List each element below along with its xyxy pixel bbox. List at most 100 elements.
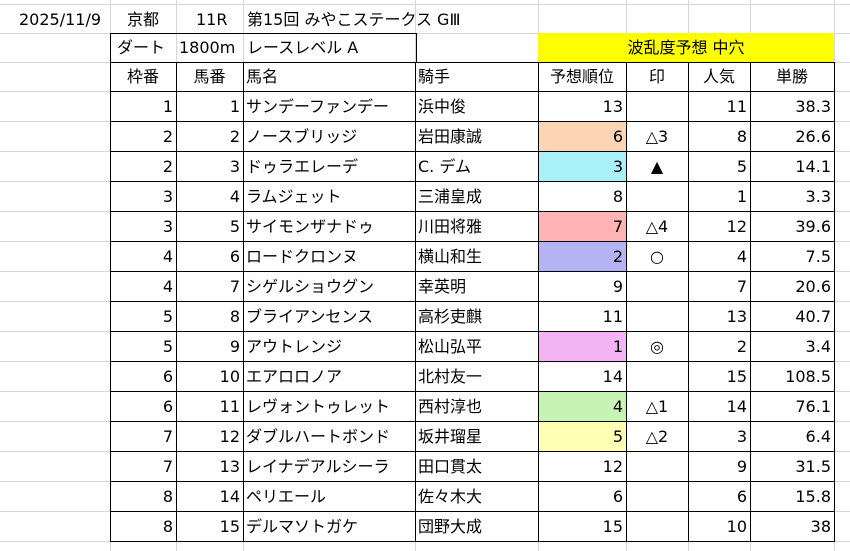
waku-cell[interactable]: 5 bbox=[162, 337, 173, 356]
win-odds-cell[interactable]: 38.3 bbox=[795, 97, 831, 116]
popularity-cell[interactable]: 14 bbox=[726, 397, 747, 416]
jockey-cell[interactable]: 佐々木大 bbox=[418, 487, 483, 506]
waku-cell[interactable]: 3 bbox=[162, 187, 173, 206]
jockey-cell[interactable]: 高杉吏麒 bbox=[418, 307, 483, 326]
predicted-rank-cell[interactable]: 15 bbox=[602, 517, 623, 536]
mark-cell[interactable] bbox=[626, 452, 688, 481]
mark-cell[interactable]: ▲ bbox=[650, 157, 664, 176]
upset-prediction[interactable]: 波乱度予想 中穴 bbox=[538, 33, 834, 62]
predicted-rank-cell[interactable]: 13 bbox=[602, 97, 623, 116]
horse-name-cell[interactable]: ブライアンセンス bbox=[246, 307, 374, 326]
jockey-cell[interactable]: 横山和生 bbox=[418, 247, 483, 266]
popularity-cell[interactable]: 1 bbox=[736, 187, 747, 206]
popularity-cell[interactable]: 3 bbox=[736, 427, 747, 446]
mark-cell[interactable] bbox=[626, 482, 688, 511]
umaban-cell[interactable]: 9 bbox=[229, 337, 240, 356]
umaban-cell[interactable]: 12 bbox=[219, 427, 240, 446]
jockey-cell[interactable]: 川田将雅 bbox=[418, 217, 483, 236]
umaban-cell[interactable]: 1 bbox=[229, 97, 240, 116]
popularity-cell[interactable]: 9 bbox=[736, 457, 747, 476]
win-odds-cell[interactable]: 6.4 bbox=[805, 427, 831, 446]
predicted-rank-cell[interactable]: 4 bbox=[539, 392, 626, 421]
predicted-rank-cell[interactable]: 6 bbox=[539, 122, 626, 151]
horse-name-cell[interactable]: サンデーファンデー bbox=[246, 97, 390, 116]
mark-cell[interactable]: △4 bbox=[645, 217, 669, 236]
win-odds-cell[interactable]: 26.6 bbox=[795, 127, 831, 146]
race-surface[interactable]: ダート bbox=[117, 38, 166, 57]
mark-cell[interactable]: ◎ bbox=[650, 337, 664, 356]
header-predicted-rank[interactable]: 予想順位 bbox=[549, 67, 614, 86]
header-popularity[interactable]: 人気 bbox=[702, 67, 735, 86]
race-number[interactable]: 11R bbox=[196, 10, 228, 29]
mark-cell[interactable] bbox=[626, 182, 688, 211]
waku-cell[interactable]: 5 bbox=[162, 307, 173, 326]
predicted-rank-cell[interactable]: 7 bbox=[539, 212, 626, 241]
jockey-cell[interactable]: 坂井瑠星 bbox=[418, 427, 483, 446]
header-win-odds[interactable]: 単勝 bbox=[775, 67, 808, 86]
popularity-cell[interactable]: 10 bbox=[726, 517, 747, 536]
horse-name-cell[interactable]: ロードクロンヌ bbox=[246, 247, 359, 266]
umaban-cell[interactable]: 11 bbox=[219, 397, 240, 416]
jockey-cell[interactable]: 岩田康誠 bbox=[418, 127, 483, 146]
waku-cell[interactable]: 6 bbox=[162, 397, 173, 416]
win-odds-cell[interactable]: 7.5 bbox=[805, 247, 831, 266]
waku-cell[interactable]: 4 bbox=[162, 277, 173, 296]
waku-cell[interactable]: 6 bbox=[162, 367, 173, 386]
race-name[interactable]: 第15回 みやこステークス GⅢ bbox=[247, 10, 461, 29]
mark-cell[interactable] bbox=[626, 272, 688, 301]
mark-cell[interactable]: ○ bbox=[650, 247, 664, 266]
popularity-cell[interactable]: 13 bbox=[726, 307, 747, 326]
predicted-rank-cell[interactable]: 5 bbox=[539, 422, 626, 451]
waku-cell[interactable]: 4 bbox=[162, 247, 173, 266]
win-odds-cell[interactable]: 76.1 bbox=[795, 397, 831, 416]
header-jockey[interactable]: 騎手 bbox=[418, 67, 451, 86]
waku-cell[interactable]: 7 bbox=[162, 457, 173, 476]
umaban-cell[interactable]: 13 bbox=[219, 457, 240, 476]
predicted-rank-cell[interactable]: 11 bbox=[602, 307, 623, 326]
jockey-cell[interactable]: 三浦皇成 bbox=[418, 187, 483, 206]
jockey-cell[interactable]: 西村淳也 bbox=[418, 397, 483, 416]
umaban-cell[interactable]: 10 bbox=[219, 367, 240, 386]
umaban-cell[interactable]: 7 bbox=[229, 277, 240, 296]
horse-name-cell[interactable]: サイモンザナドゥ bbox=[246, 217, 375, 236]
popularity-cell[interactable]: 15 bbox=[726, 367, 747, 386]
race-date[interactable]: 2025/11/9 bbox=[19, 10, 102, 29]
umaban-cell[interactable]: 3 bbox=[229, 157, 240, 176]
popularity-cell[interactable]: 5 bbox=[736, 157, 747, 176]
horse-name-cell[interactable]: シゲルショウグン bbox=[246, 277, 375, 296]
predicted-rank-cell[interactable]: 2 bbox=[539, 242, 626, 271]
predicted-rank-cell[interactable]: 12 bbox=[602, 457, 623, 476]
predicted-rank-cell[interactable]: 8 bbox=[612, 187, 623, 206]
umaban-cell[interactable]: 6 bbox=[229, 247, 240, 266]
win-odds-cell[interactable]: 38 bbox=[810, 517, 831, 536]
predicted-rank-cell[interactable]: 6 bbox=[612, 487, 623, 506]
popularity-cell[interactable]: 6 bbox=[736, 487, 747, 506]
horse-name-cell[interactable]: ペリエール bbox=[246, 487, 327, 506]
jockey-cell[interactable]: 浜中俊 bbox=[418, 97, 467, 116]
waku-cell[interactable]: 2 bbox=[162, 157, 173, 176]
umaban-cell[interactable]: 8 bbox=[229, 307, 240, 326]
race-level[interactable]: レースレベル A bbox=[247, 38, 359, 57]
win-odds-cell[interactable]: 3.3 bbox=[805, 187, 831, 206]
waku-cell[interactable]: 8 bbox=[162, 487, 173, 506]
jockey-cell[interactable]: 田口貫太 bbox=[418, 457, 483, 476]
horse-name-cell[interactable]: エアロロノア bbox=[246, 367, 343, 386]
header-umaban[interactable]: 馬番 bbox=[193, 67, 226, 86]
waku-cell[interactable]: 8 bbox=[162, 517, 173, 536]
mark-cell[interactable] bbox=[626, 512, 688, 541]
horse-name-cell[interactable]: ノースブリッジ bbox=[246, 127, 358, 146]
umaban-cell[interactable]: 15 bbox=[219, 517, 240, 536]
horse-name-cell[interactable]: ラムジェット bbox=[246, 187, 342, 206]
jockey-cell[interactable]: 北村友一 bbox=[418, 367, 483, 386]
popularity-cell[interactable]: 8 bbox=[736, 127, 747, 146]
waku-cell[interactable]: 3 bbox=[162, 217, 173, 236]
popularity-cell[interactable]: 4 bbox=[736, 247, 747, 266]
predicted-rank-cell[interactable]: 14 bbox=[602, 367, 623, 386]
predicted-rank-cell[interactable]: 1 bbox=[539, 332, 626, 361]
win-odds-cell[interactable]: 14.1 bbox=[795, 157, 831, 176]
win-odds-cell[interactable]: 31.5 bbox=[795, 457, 831, 476]
win-odds-cell[interactable]: 40.7 bbox=[795, 307, 831, 326]
popularity-cell[interactable]: 2 bbox=[736, 337, 747, 356]
race-distance[interactable]: 1800m bbox=[179, 38, 236, 57]
mark-cell[interactable] bbox=[626, 302, 688, 331]
